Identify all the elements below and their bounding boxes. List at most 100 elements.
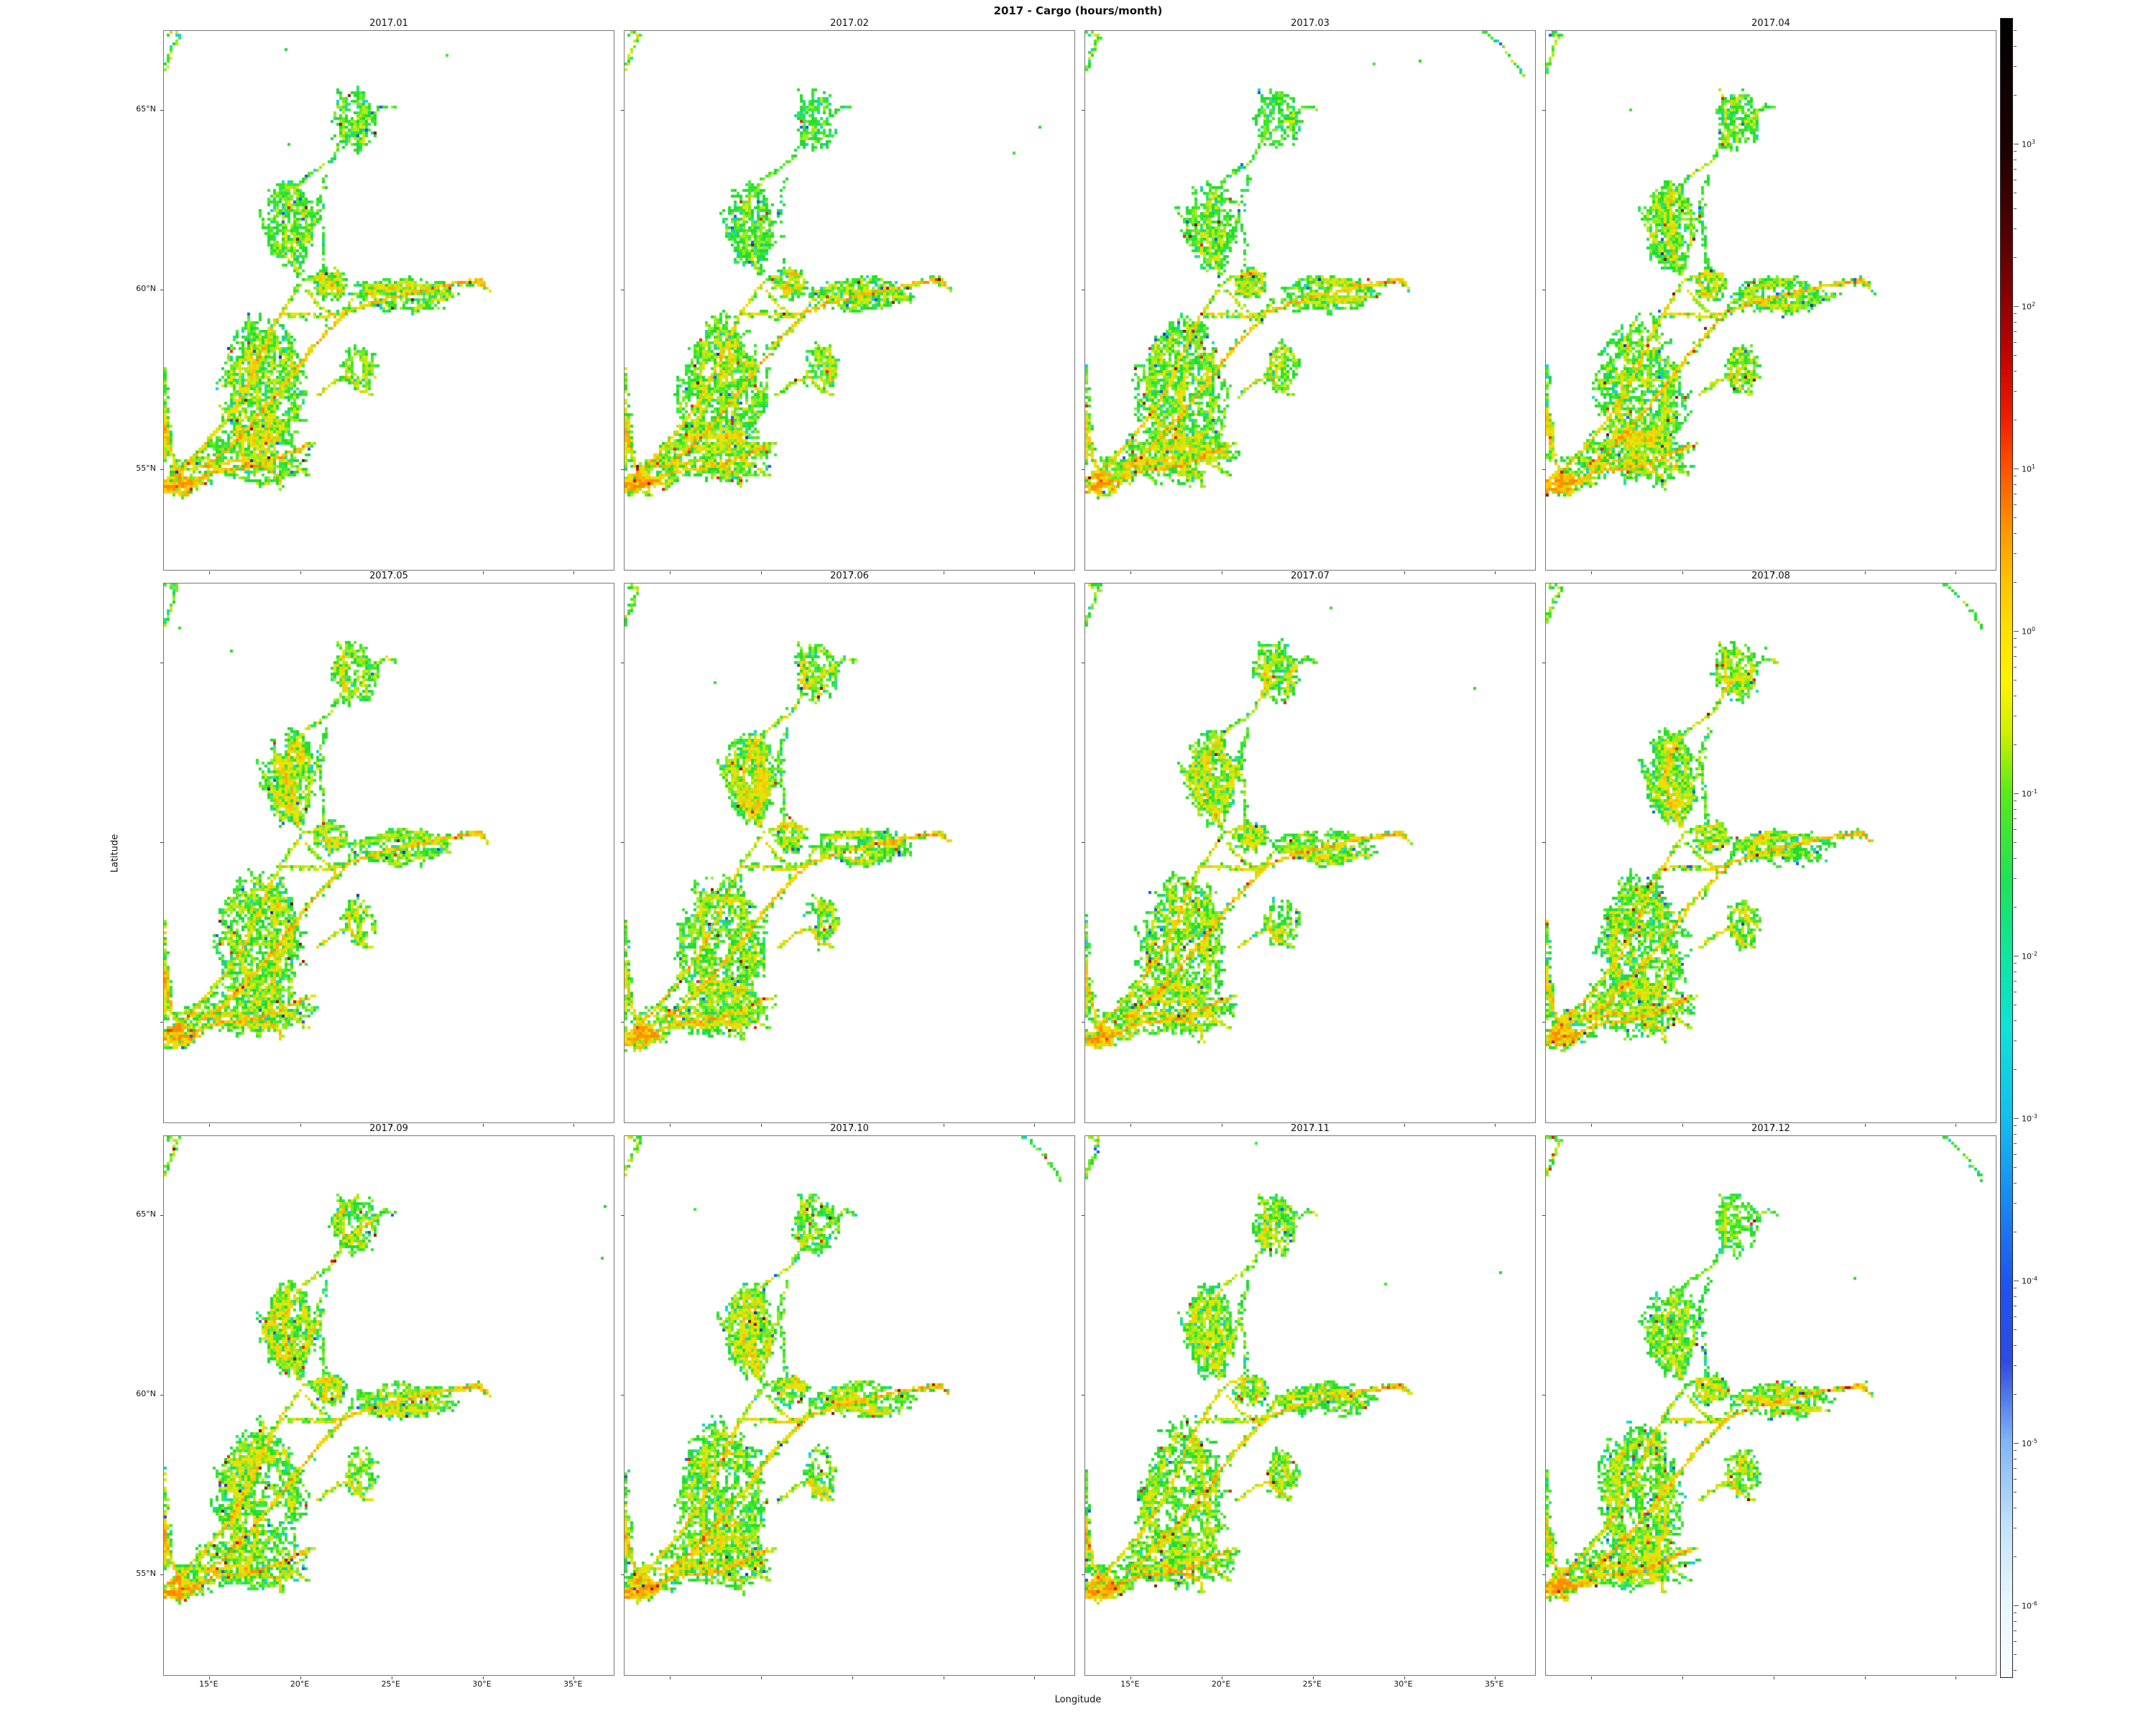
x-tick-mark	[1034, 1676, 1036, 1679]
density-map-canvas	[164, 1136, 614, 1675]
density-map-canvas	[1546, 1136, 1996, 1675]
colorbar-minor-tick	[2014, 1167, 2017, 1168]
x-tick-mark	[573, 1676, 575, 1679]
colorbar-minor-tick	[2014, 656, 2017, 657]
x-tick-label: 20°E	[290, 1679, 310, 1689]
subplot-2017-07: 2017.07	[1082, 571, 1536, 1127]
map-frame	[1082, 30, 1536, 574]
map-frame	[1542, 30, 1996, 574]
x-tick-mark	[573, 571, 575, 574]
colorbar-ticks: 103 102 101 100 10-1 10-2 10-3 10-4 10-5 10-6	[2014, 18, 2071, 1678]
colorbar-major-tick	[2014, 1118, 2019, 1119]
y-tick-mark	[621, 1574, 624, 1575]
subplot-title: 2017.09	[369, 1123, 408, 1134]
y-tick-mark	[160, 110, 163, 111]
colorbar-minor-tick	[2014, 504, 2017, 506]
subplot-2017-09: 2017.09 15°E 20°E 25°E 30°E 35°E 65°N 60°N 55°N	[136, 1123, 614, 1689]
y-tick-mark	[1082, 469, 1084, 470]
subplot-2017-01: 2017.01 65°N 60°N 55°N	[136, 18, 614, 574]
x-tick-mark	[482, 1124, 484, 1127]
x-tick-mark	[1404, 571, 1405, 574]
colorbar-minor-tick	[2014, 1620, 2017, 1622]
colorbar-tick-label: 100	[2022, 626, 2036, 637]
x-tick-label: 30°E	[1393, 1679, 1413, 1689]
colorbar-minor-tick	[2014, 1182, 2017, 1184]
y-tick-mark	[1542, 1022, 1545, 1023]
subplot-title: 2017.01	[369, 18, 408, 29]
x-tick-label: 35°E	[563, 1679, 583, 1689]
map-frame	[621, 30, 1075, 574]
colorbar-minor-tick	[2014, 1203, 2017, 1204]
colorbar-minor-tick	[2014, 1669, 2017, 1671]
y-tick-mark	[160, 469, 163, 470]
subplot-grid: 2017.01 65°N 60°N 55°N 2017.02 2017.03 2017.04…	[136, 18, 1996, 1689]
density-map-canvas	[1085, 31, 1535, 570]
density-map-canvas	[1085, 583, 1535, 1122]
map-frame	[160, 30, 614, 574]
colorbar-minor-tick	[2014, 744, 2017, 745]
subplot-title: 2017.05	[369, 571, 408, 581]
y-tick-label: 60°N	[136, 284, 156, 293]
colorbar-minor-tick	[2014, 1492, 2017, 1493]
y-tick-mark	[160, 1215, 163, 1216]
colorbar-minor-tick	[2014, 829, 2017, 831]
x-tick-mark	[1682, 1124, 1684, 1127]
y-tick-label: 60°N	[136, 1389, 156, 1398]
colorbar-major-tick	[2014, 793, 2019, 794]
x-tick-mark	[1034, 1124, 1036, 1127]
subplot-2017-10: 2017.10	[621, 1123, 1075, 1679]
colorbar-minor-tick	[2014, 1654, 2017, 1656]
x-tick-mark	[482, 1676, 484, 1679]
x-tick-mark	[852, 1124, 853, 1127]
subplot-2017-04: 2017.04	[1542, 18, 1996, 574]
colorbar-minor-tick	[2014, 30, 2017, 32]
x-tick-mark	[1591, 1124, 1593, 1127]
colorbar-major-tick	[2014, 1605, 2019, 1606]
colorbar-minor-tick	[2014, 581, 2017, 583]
colorbar-minor-tick	[2014, 667, 2017, 668]
colorbar-tick-label: 10-2	[2022, 951, 2037, 961]
y-tick-mark	[160, 1574, 163, 1575]
colorbar-minor-tick	[2014, 331, 2017, 332]
colorbar-minor-tick	[2014, 1556, 2017, 1557]
subplot-title: 2017.11	[1291, 1123, 1330, 1134]
x-tick-mark	[1591, 1676, 1593, 1679]
colorbar-minor-tick	[2014, 808, 2017, 810]
colorbar-tick-label: 101	[2022, 463, 2036, 474]
y-axis-label: Latitude	[109, 834, 121, 873]
colorbar-minor-tick	[2014, 1450, 2017, 1452]
colorbar-minor-tick	[2014, 1365, 2017, 1367]
y-tick-mark	[1542, 1574, 1545, 1575]
colorbar-minor-tick	[2014, 257, 2017, 258]
x-tick-mark	[1404, 1676, 1405, 1679]
colorbar-minor-tick	[2014, 532, 2017, 534]
subplot-title: 2017.02	[830, 18, 869, 29]
x-tick-mark	[1495, 1124, 1496, 1127]
colorbar-minor-tick	[2014, 1154, 2017, 1155]
density-map-canvas	[164, 31, 614, 570]
y-tick-mark	[621, 1022, 624, 1023]
y-tick-mark	[1082, 842, 1084, 843]
y-tick-mark	[1542, 110, 1545, 111]
x-tick-mark	[1682, 571, 1684, 574]
y-tick-mark	[1082, 1215, 1084, 1216]
x-tick-mark	[300, 571, 302, 574]
map-frame	[621, 1135, 1075, 1679]
x-tick-mark	[300, 1124, 302, 1127]
colorbar-minor-tick	[2014, 1393, 2017, 1395]
colorbar-minor-tick	[2014, 355, 2017, 356]
x-tick-mark	[1312, 1676, 1314, 1679]
y-tick-mark	[621, 110, 624, 111]
y-tick-mark	[160, 1022, 163, 1023]
x-tick-mark	[761, 1676, 763, 1679]
x-tick-mark	[1955, 571, 1957, 574]
colorbar-tick-label: 103	[2022, 139, 2036, 149]
colorbar-minor-tick	[2014, 553, 2017, 555]
colorbar-tick-label: 10-3	[2022, 1113, 2037, 1124]
colorbar-minor-tick	[2014, 1133, 2017, 1135]
figure-title: 2017 - Cargo (hours/month)	[993, 4, 1163, 17]
x-tick-label: 15°E	[199, 1679, 218, 1689]
colorbar-minor-tick	[2014, 208, 2017, 209]
y-tick-mark	[1082, 1574, 1084, 1575]
colorbar-minor-tick	[2014, 517, 2017, 519]
